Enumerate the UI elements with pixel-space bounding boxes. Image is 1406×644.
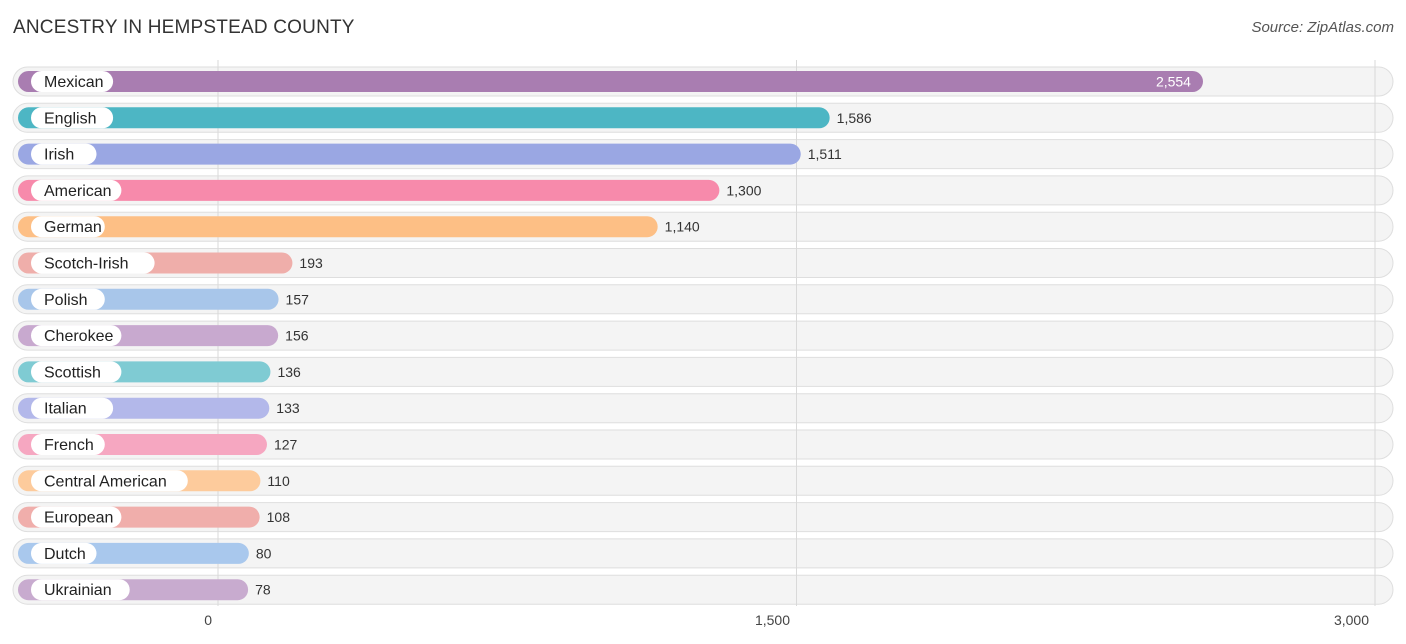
bar-american [18,179,720,201]
value-label: 1,140 [665,219,700,235]
value-label: 2,554 [1156,74,1191,90]
category-label-pill [31,361,122,383]
row-background [12,502,1394,533]
category-label: Cherokee [44,328,113,345]
row-background [12,356,1394,387]
value-label: 110 [267,473,290,489]
category-label: Scotch-Irish [44,256,128,273]
category-label: Irish [44,147,74,164]
value-label: 1,511 [808,146,842,162]
category-label-pill [31,216,105,238]
category-label: French [44,437,94,454]
value-label: 108 [267,509,291,525]
category-label-pill [31,470,188,492]
category-label-pill [31,252,155,274]
chart-title: ANCESTRY IN HEMPSTEAD COUNTY [13,17,355,38]
value-label: 1,300 [726,182,761,198]
row-background [12,393,1394,424]
category-label: Italian [44,401,87,418]
category-label-pill [31,506,122,528]
category-label-pill [31,397,114,419]
category-label-pill [31,325,122,347]
bar-english [18,107,830,129]
bar-mexican [18,71,1203,92]
value-label: 157 [286,291,310,307]
row-background [12,538,1394,569]
category-label: Scottish [44,364,101,381]
category-label-pill [31,71,114,92]
bar-irish [18,143,801,165]
category-label: European [44,510,113,527]
category-label-pill [31,579,130,601]
category-label: Central American [44,473,167,490]
category-label: Ukrainian [44,582,112,599]
value-label: 133 [276,400,300,416]
value-label: 136 [277,364,301,380]
row-background [12,320,1394,351]
category-label: Dutch [44,546,86,563]
category-label: English [44,110,96,127]
x-tick-label: 1,500 [755,612,790,628]
category-label-pill [31,434,105,455]
tick-labels: 0 1,500 3,000 [204,612,1369,628]
value-label: 78 [255,582,271,598]
value-label: 193 [299,255,323,271]
row-background [12,248,1394,278]
value-label: 1,586 [837,110,872,126]
bar-german [18,216,658,238]
row-background [12,429,1394,460]
x-tick-label: 3,000 [1334,612,1369,628]
category-label-pill [31,107,114,129]
value-label: 80 [256,545,272,561]
category-label-pill [31,288,105,310]
row-background [12,284,1394,315]
row-background [12,574,1394,605]
category-label-pill [31,179,122,201]
bars-layer: Mexican 2,554 English 1,586 Irish 1,511 Americ… [18,71,1203,601]
category-label-pill [31,542,97,564]
category-label-pill [31,143,97,165]
value-label: 156 [285,328,309,344]
category-label: German [44,219,102,236]
source-note: Source: ZipAtlas.com [1251,19,1394,36]
category-label: Mexican [44,74,104,91]
value-label: 127 [274,437,298,453]
row-background [12,465,1394,496]
category-label: Polish [44,292,88,309]
category-label: American [44,183,112,200]
x-tick-label: 0 [204,612,212,628]
